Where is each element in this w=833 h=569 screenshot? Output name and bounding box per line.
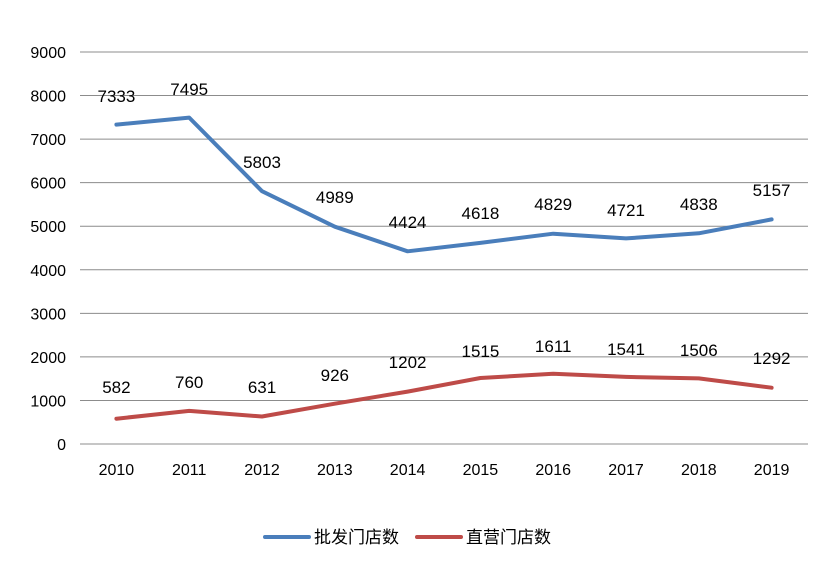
y-tick-label: 1000 <box>30 393 66 410</box>
y-tick-label: 0 <box>57 437 66 454</box>
y-axis-ticks: 0 1000 2000 3000 4000 5000 6000 7000 8000 9000 <box>30 45 66 454</box>
data-label: 7333 <box>97 87 135 106</box>
data-labels: 7333 7495 5803 4989 4424 4618 4829 4721 4838 5157… <box>97 80 790 397</box>
data-label: 1202 <box>389 353 427 372</box>
data-label: 1541 <box>607 340 645 359</box>
data-label: 4618 <box>461 204 499 223</box>
x-tick-label: 2014 <box>390 462 426 479</box>
data-label: 1292 <box>753 349 791 368</box>
data-label: 1611 <box>535 337 572 356</box>
data-label: 5157 <box>753 181 791 200</box>
x-tick-label: 2011 <box>172 462 207 479</box>
y-tick-label: 8000 <box>30 89 66 106</box>
y-tick-label: 6000 <box>30 176 66 193</box>
x-tick-label: 2019 <box>754 462 790 479</box>
data-label: 4989 <box>316 188 354 207</box>
y-tick-label: 2000 <box>30 350 66 367</box>
series-lines <box>114 115 774 421</box>
legend-label-1: 批发门店数 <box>314 528 399 548</box>
legend-label-2: 直营门店数 <box>466 528 551 548</box>
x-axis-ticks: 2010 2011 2012 2013 2014 2015 2016 2017 2018 2019 <box>99 462 790 479</box>
data-label: 4838 <box>680 195 718 214</box>
series-line-1 <box>114 115 774 254</box>
data-label: 4829 <box>534 195 572 214</box>
series-line-2 <box>114 371 774 421</box>
y-tick-label: 7000 <box>30 132 66 149</box>
x-tick-label: 2015 <box>463 462 499 479</box>
data-label: 5803 <box>243 153 281 172</box>
legend: 批发门店数 直营门店数 <box>263 528 551 548</box>
y-tick-label: 9000 <box>30 45 66 62</box>
x-tick-label: 2018 <box>681 462 717 479</box>
y-tick-label: 5000 <box>30 219 66 236</box>
data-label: 926 <box>321 366 349 385</box>
x-tick-label: 2013 <box>317 462 353 479</box>
gridlines <box>80 51 808 445</box>
data-label: 760 <box>175 373 203 392</box>
data-label: 4721 <box>607 201 645 220</box>
x-tick-label: 2012 <box>244 462 280 479</box>
data-label: 7495 <box>170 80 208 99</box>
data-label: 631 <box>248 378 276 397</box>
data-label: 4424 <box>389 213 427 232</box>
data-label: 1515 <box>461 342 499 361</box>
x-tick-label: 2010 <box>99 462 135 479</box>
y-tick-label: 4000 <box>30 263 66 280</box>
x-tick-label: 2016 <box>535 462 571 479</box>
y-tick-label: 3000 <box>30 306 66 323</box>
data-label: 582 <box>102 378 130 397</box>
x-tick-label: 2017 <box>608 462 644 479</box>
data-label: 1506 <box>680 341 718 360</box>
